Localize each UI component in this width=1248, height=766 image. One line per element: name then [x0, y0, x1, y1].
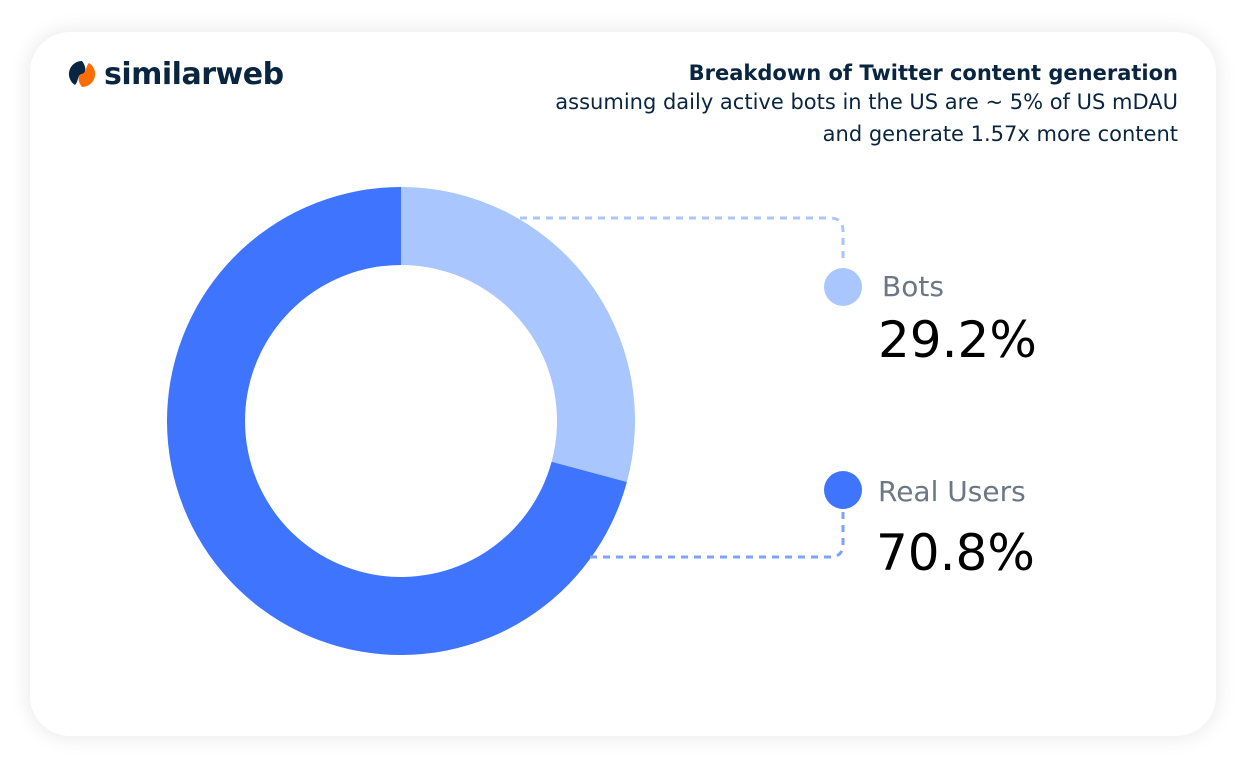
bots-slice: [401, 187, 635, 483]
chart-subtitle-line-1: assuming daily active bots in the US are…: [555, 90, 1178, 114]
similarweb-logo-icon: [68, 60, 96, 88]
chart-heading: Breakdown of Twitter content generation …: [555, 60, 1178, 150]
brand-name: similarweb: [104, 56, 284, 92]
real-users-connector-line: [590, 512, 845, 559]
bots-legend-label: Bots: [882, 270, 944, 303]
bots-connector-line: [520, 216, 845, 262]
real-users-legend-marker: [824, 471, 862, 509]
real-users-slice: [167, 187, 627, 655]
similarweb-logo: similarweb: [66, 54, 284, 94]
chart-title: Breakdown of Twitter content generation: [688, 61, 1178, 85]
donut-slices: [167, 187, 635, 655]
bots-legend-marker: [824, 268, 862, 306]
real-users-legend-label: Real Users: [878, 475, 1026, 508]
bots-legend-value: 29.2%: [878, 311, 1037, 369]
real-users-legend-value: 70.8%: [876, 524, 1035, 582]
chart-subtitle-line-2: and generate 1.57x more content: [822, 122, 1178, 146]
